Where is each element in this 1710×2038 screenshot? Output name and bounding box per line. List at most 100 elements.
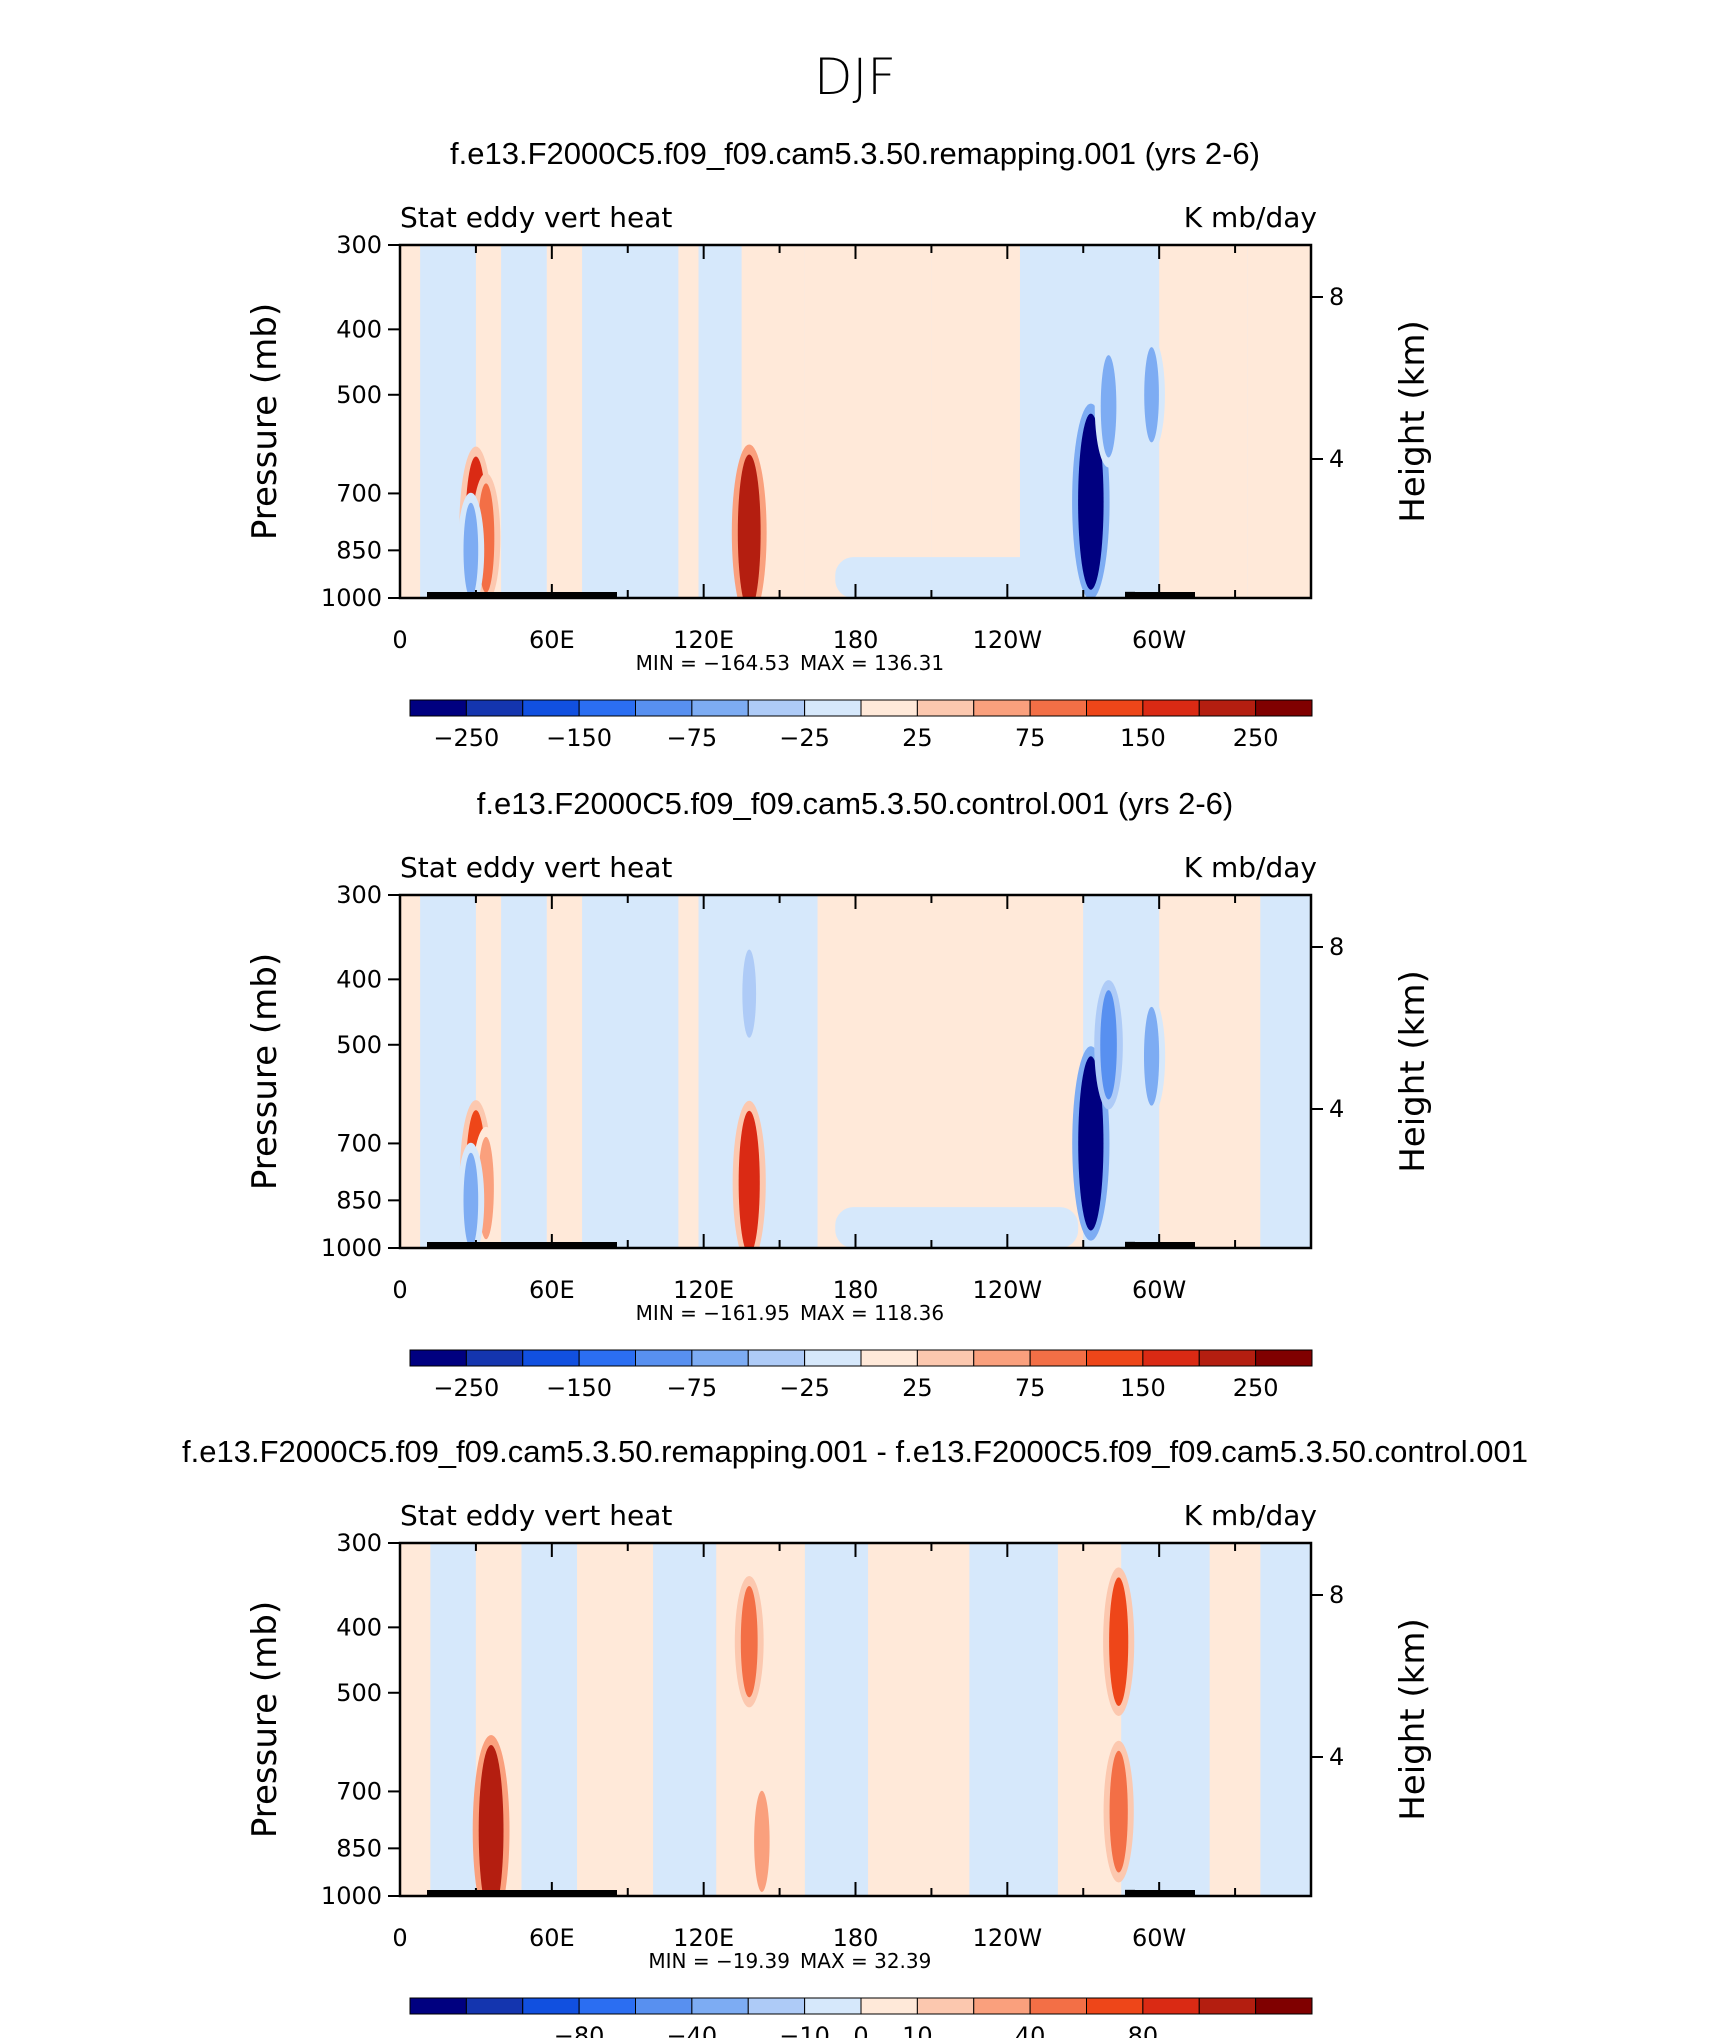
colorbar-swatch <box>522 699 580 717</box>
colorbar-swatch <box>465 1349 524 1367</box>
colorbar-swatch <box>1086 1349 1144 1367</box>
feature-core <box>463 502 479 598</box>
field-band <box>546 895 583 1248</box>
terrain-block <box>542 592 617 598</box>
terrain-block <box>427 592 542 598</box>
xtick-label: 120W <box>973 626 1043 654</box>
colorbar-swatch <box>1142 1349 1200 1367</box>
ytick-label: 700 <box>336 1777 382 1805</box>
colorbar-swatch <box>973 1349 1031 1367</box>
colorbar-swatch <box>1029 1349 1087 1367</box>
plot-area <box>32 1543 1311 1896</box>
terrain-block <box>105 1242 115 1248</box>
ylabel: Pressure (mb) <box>245 1601 285 1838</box>
colorbar-label: −40 <box>667 2022 718 2038</box>
colorbar-swatch <box>691 1349 749 1367</box>
field-band <box>678 245 699 598</box>
terrain-block <box>105 592 115 598</box>
colorbar-swatch <box>747 699 806 717</box>
min-label: MIN = −164.53 <box>636 651 790 675</box>
terrain-block <box>265 1242 277 1248</box>
terrain-block <box>72 1239 87 1248</box>
ytick-label: 500 <box>336 1679 382 1707</box>
field-band <box>868 1543 970 1896</box>
ylabel: Pressure (mb) <box>245 303 285 540</box>
ylabel-right: Height (km) <box>1393 320 1433 523</box>
field-band <box>1159 895 1261 1248</box>
field-band <box>582 245 628 598</box>
xtick-label: 0 <box>392 1924 407 1952</box>
max-label: MAX = 136.31 <box>800 651 944 675</box>
colorbar-label: −25 <box>779 724 830 752</box>
colorbar-swatch <box>409 1997 467 2015</box>
terrain-block <box>87 1884 95 1896</box>
terrain-block <box>265 592 277 598</box>
colorbar-swatch <box>860 699 918 717</box>
colorbar-swatch <box>635 1349 693 1367</box>
xtick-label: 60W <box>1132 1276 1186 1304</box>
field-band <box>653 1543 717 1896</box>
feature-core <box>754 1790 770 1892</box>
field-band <box>817 895 983 1248</box>
field-band <box>400 895 421 1248</box>
field-band <box>582 895 679 1248</box>
colorbar-swatch <box>804 1997 862 2015</box>
field-band <box>982 895 1084 1248</box>
xtick-label: 180 <box>833 1924 879 1952</box>
field-band <box>1121 1543 1210 1896</box>
feature-core <box>463 1152 479 1248</box>
ytick-right-label: 4 <box>1329 445 1344 473</box>
field-band <box>1247 245 1311 598</box>
field-band <box>577 1543 654 1896</box>
field-band <box>1209 1543 1261 1896</box>
xtick-label: 180 <box>833 626 879 654</box>
feature-core <box>738 1110 760 1248</box>
right-string: K mb/day <box>1184 851 1317 884</box>
plot-area <box>72 895 1311 1248</box>
left-string: Stat eddy vert heat <box>400 851 672 884</box>
ytick-label: 400 <box>336 965 382 993</box>
ytick-label: 850 <box>336 1834 382 1862</box>
ylabel: Pressure (mb) <box>245 953 285 1190</box>
terrain-block <box>32 1890 47 1896</box>
terrain-block <box>542 1890 617 1896</box>
low-level-band <box>835 1207 1079 1248</box>
terrain-block <box>1135 1890 1195 1896</box>
ytick-label: 500 <box>336 381 382 409</box>
colorbar-swatch <box>973 699 1031 717</box>
colorbar-swatch <box>804 699 862 717</box>
ytick-label: 300 <box>336 881 382 909</box>
colorbar-swatch <box>1029 699 1087 717</box>
colorbar-swatch <box>465 699 524 717</box>
terrain-block <box>32 592 47 598</box>
xtick-label: 60E <box>529 1924 575 1952</box>
ytick-label: 400 <box>336 315 382 343</box>
feature-core <box>742 949 757 1038</box>
min-label: MIN = −161.95 <box>636 1301 790 1325</box>
colorbar-swatch <box>578 1349 636 1367</box>
terrain-block <box>427 1242 542 1248</box>
ytick-label: 850 <box>336 536 382 564</box>
terrain-block <box>87 586 95 598</box>
field-band <box>521 1543 578 1896</box>
colorbar-swatch <box>747 1349 806 1367</box>
colorbar-swatch <box>1086 1997 1144 2015</box>
field-band <box>501 245 547 598</box>
field-band <box>546 245 583 598</box>
feature-core <box>1078 1056 1104 1231</box>
colorbar-swatch <box>916 699 975 717</box>
colorbar-swatch <box>1255 1997 1313 2015</box>
colorbar-swatch <box>635 699 693 717</box>
ytick-right-label: 4 <box>1329 1095 1344 1123</box>
terrain-block <box>427 1890 542 1896</box>
terrain-block <box>265 1890 277 1896</box>
ytick-right-label: 8 <box>1329 933 1344 961</box>
xtick-label: 60E <box>529 626 575 654</box>
colorbar-swatch <box>1198 1997 1257 2015</box>
ytick-label: 500 <box>336 1031 382 1059</box>
colorbar-label: 150 <box>1120 724 1166 752</box>
colorbar-swatch <box>1142 1997 1200 2015</box>
colorbar-swatch <box>747 1997 806 2015</box>
ytick-label: 700 <box>336 479 382 507</box>
